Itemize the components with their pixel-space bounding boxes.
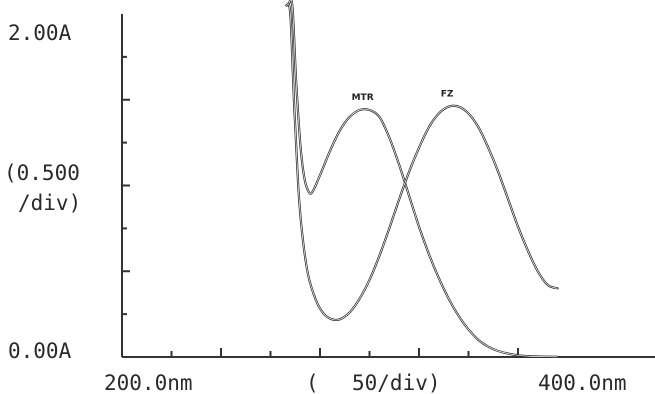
series-line-inner-fz	[285, 3, 558, 321]
y-top-label: 2.00A	[8, 21, 72, 45]
x-left-label: 200.0nm	[104, 371, 193, 394]
y-scale-label-line1: (0.500	[4, 161, 80, 185]
x-scale-label: 50/div)	[352, 371, 441, 394]
x-scale-open-paren: (	[306, 371, 319, 394]
series-line-fz	[285, 2, 559, 322]
series-line-inner-mtr	[287, 0, 558, 358]
axis-ticks	[122, 55, 519, 357]
curves	[285, 0, 559, 358]
peak-label-mtr: MTR	[352, 93, 374, 103]
peak-label-fz: FZ	[441, 90, 454, 100]
y-bottom-label: 0.00A	[8, 339, 72, 363]
peak-labels: MTR FZ	[352, 90, 454, 103]
y-scale-label-line2: /div)	[18, 191, 81, 215]
series-line-mtr	[287, 0, 559, 358]
x-right-label: 400.0nm	[538, 371, 627, 394]
